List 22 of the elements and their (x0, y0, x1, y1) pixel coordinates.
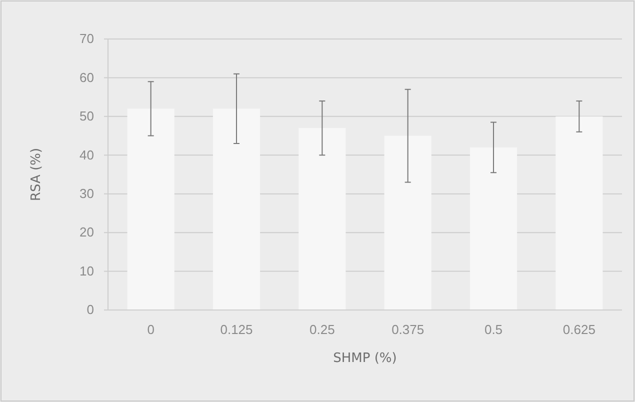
x-tick-label: 0.5 (484, 322, 503, 337)
x-tick-label: 0.625 (562, 322, 596, 337)
x-tick-label: 0.375 (392, 322, 424, 337)
bar (298, 128, 346, 310)
x-tick-label: 0.125 (220, 322, 253, 337)
y-axis-title: RSA (%) (29, 148, 44, 202)
bar (470, 147, 518, 310)
bar (212, 108, 260, 310)
y-tick-label: 50 (80, 108, 94, 124)
x-axis-title: SHMP (%) (333, 351, 397, 366)
bar (556, 116, 603, 310)
y-tick-label: 0 (86, 302, 94, 318)
y-tick-label: 20 (80, 224, 94, 240)
x-tick-label: 0.25 (310, 322, 335, 337)
y-tick-label: 60 (80, 70, 94, 85)
y-tick-label: 40 (80, 147, 94, 162)
x-tick-label: 0 (147, 322, 154, 337)
bar (384, 136, 432, 310)
y-tick-label: 10 (80, 263, 94, 278)
y-tick-label: 30 (80, 186, 94, 202)
y-tick-label: 70 (80, 31, 94, 46)
bar (127, 108, 174, 310)
